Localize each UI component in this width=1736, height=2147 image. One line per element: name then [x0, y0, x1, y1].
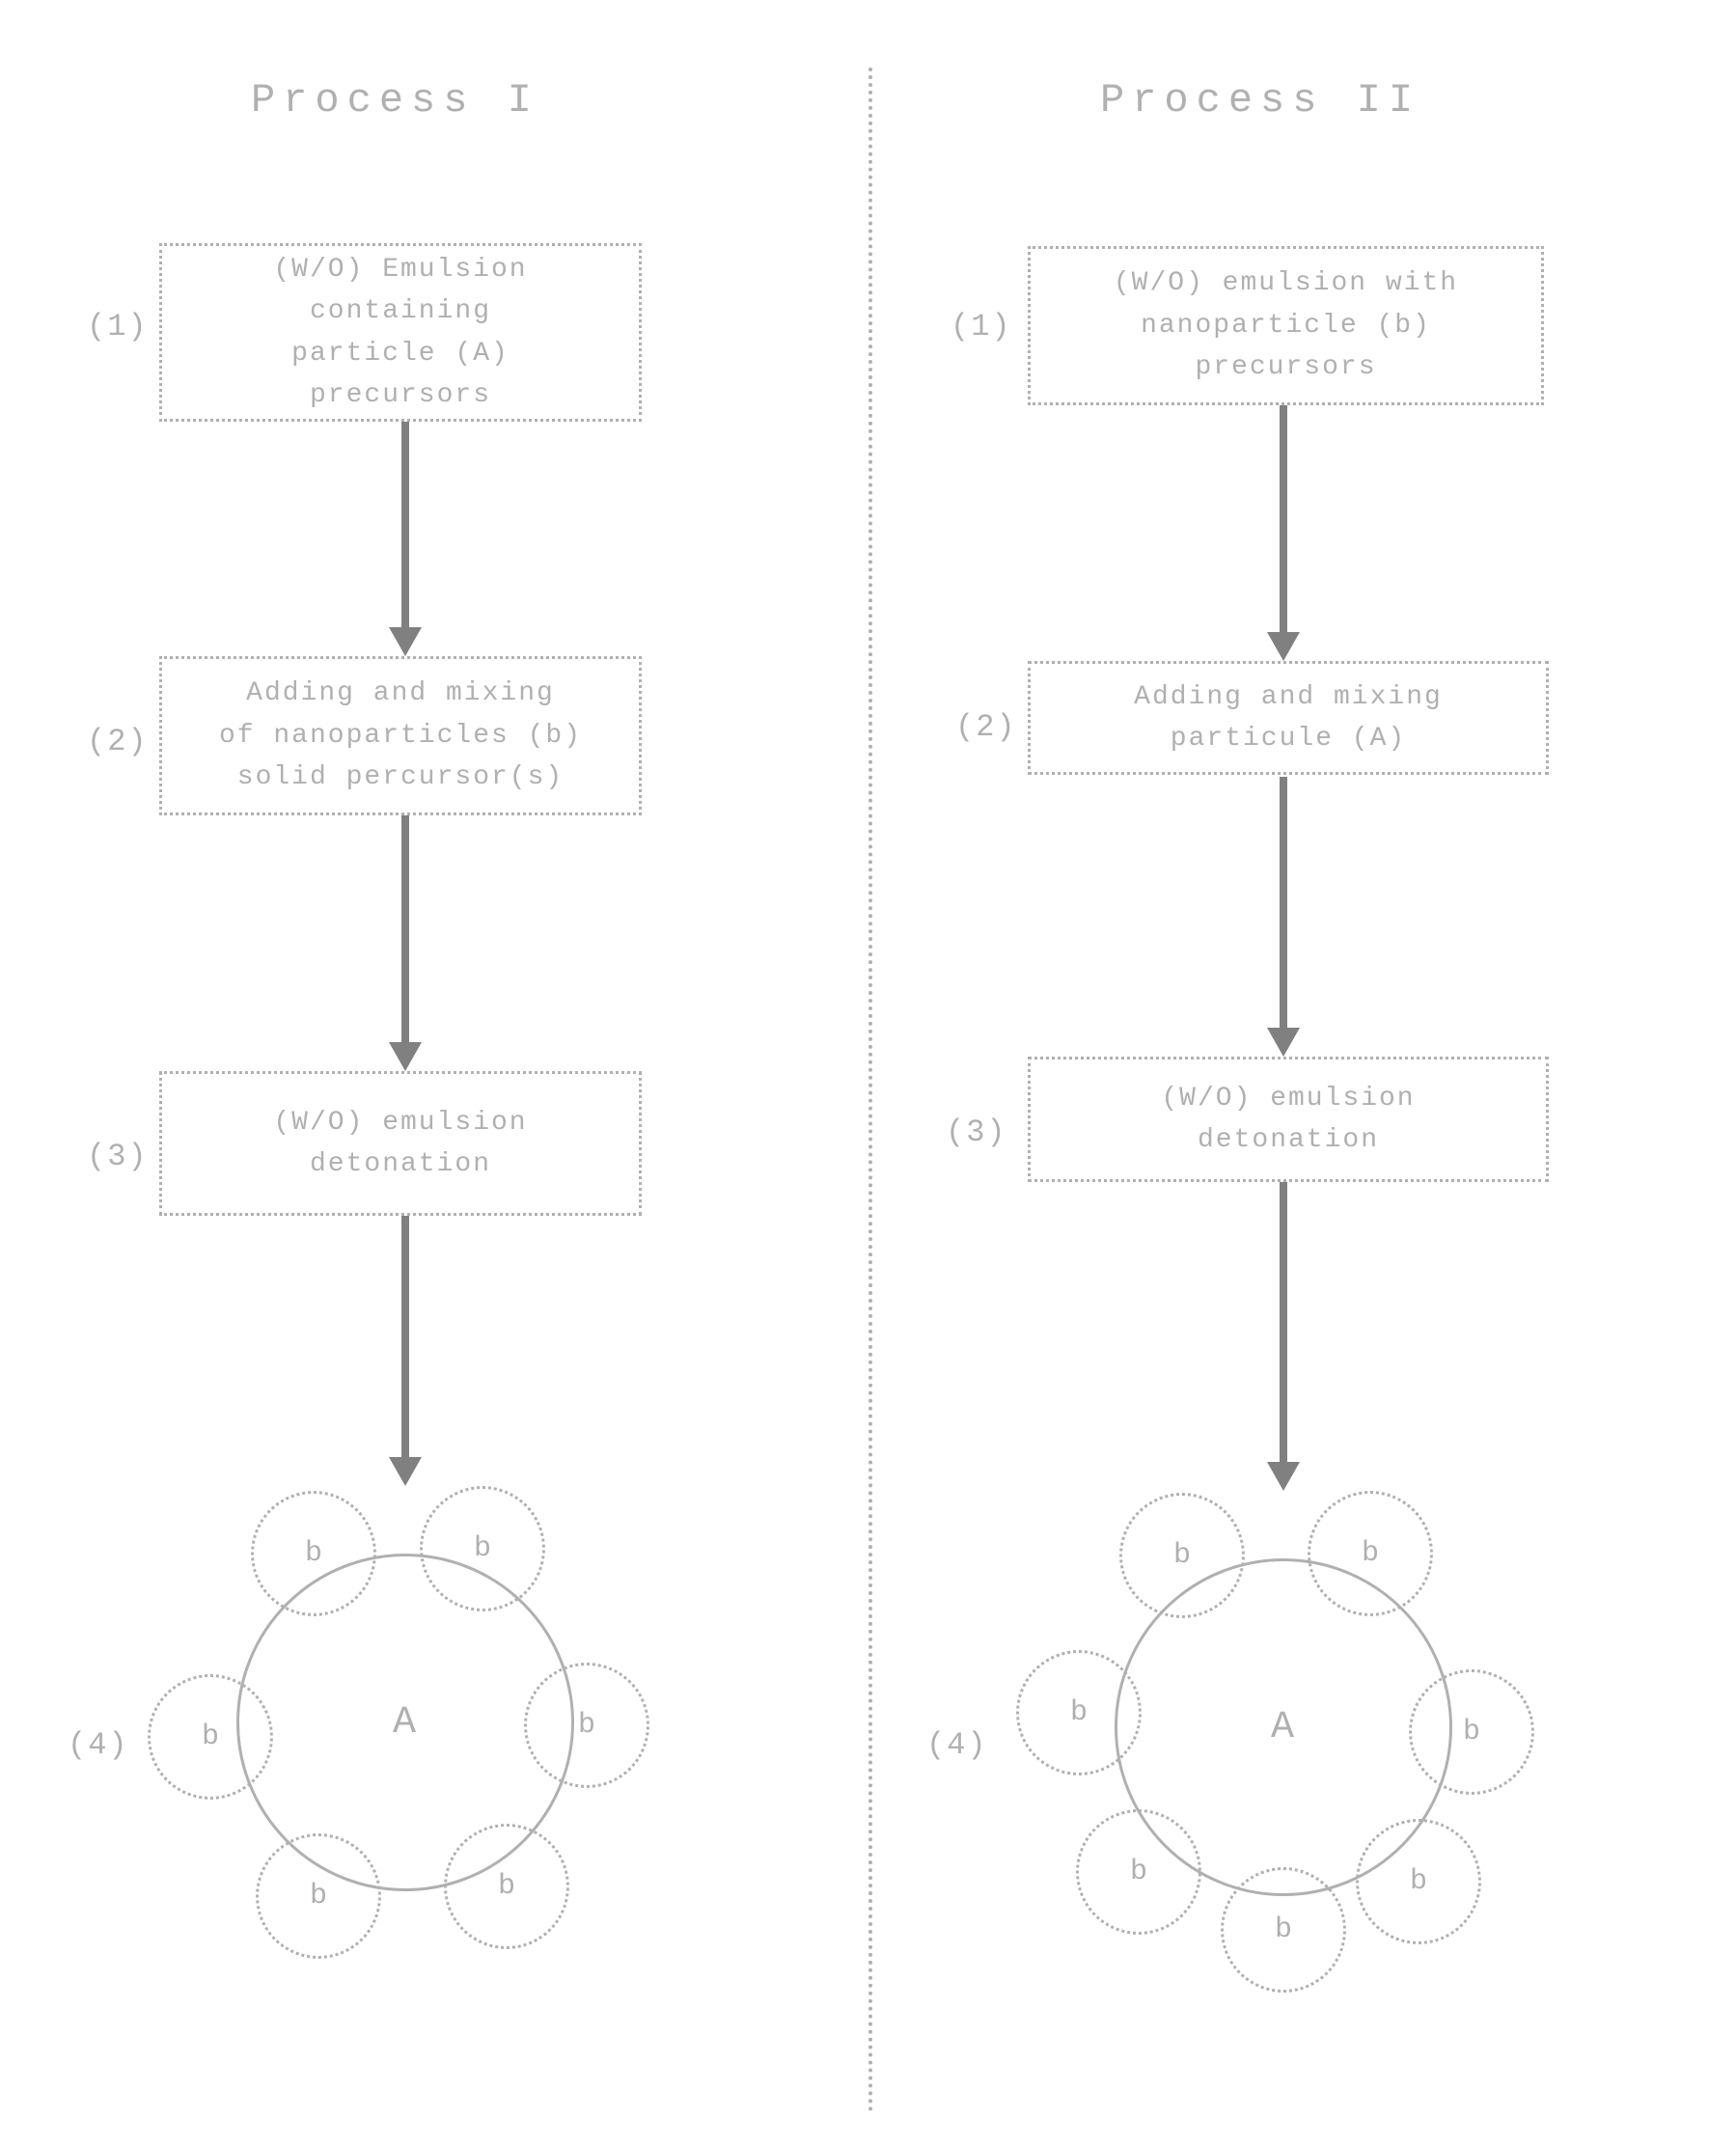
result-nanoparticle-b: b [1356, 1819, 1481, 1944]
result-nanoparticle-b: b [1409, 1669, 1534, 1795]
result-nanoparticle-b: b [1221, 1867, 1346, 1993]
result-nanoparticle-b: b [1308, 1491, 1433, 1616]
diagram-canvas: Process I Process II (1)(2)(3)(4) (W/O) … [0, 0, 1736, 2147]
process-2-arrows [0, 0, 1736, 2147]
result-nanoparticle-b: b [1119, 1493, 1245, 1618]
result-nanoparticle-b: b [1016, 1650, 1142, 1775]
result-nanoparticle-b: b [1076, 1809, 1201, 1935]
